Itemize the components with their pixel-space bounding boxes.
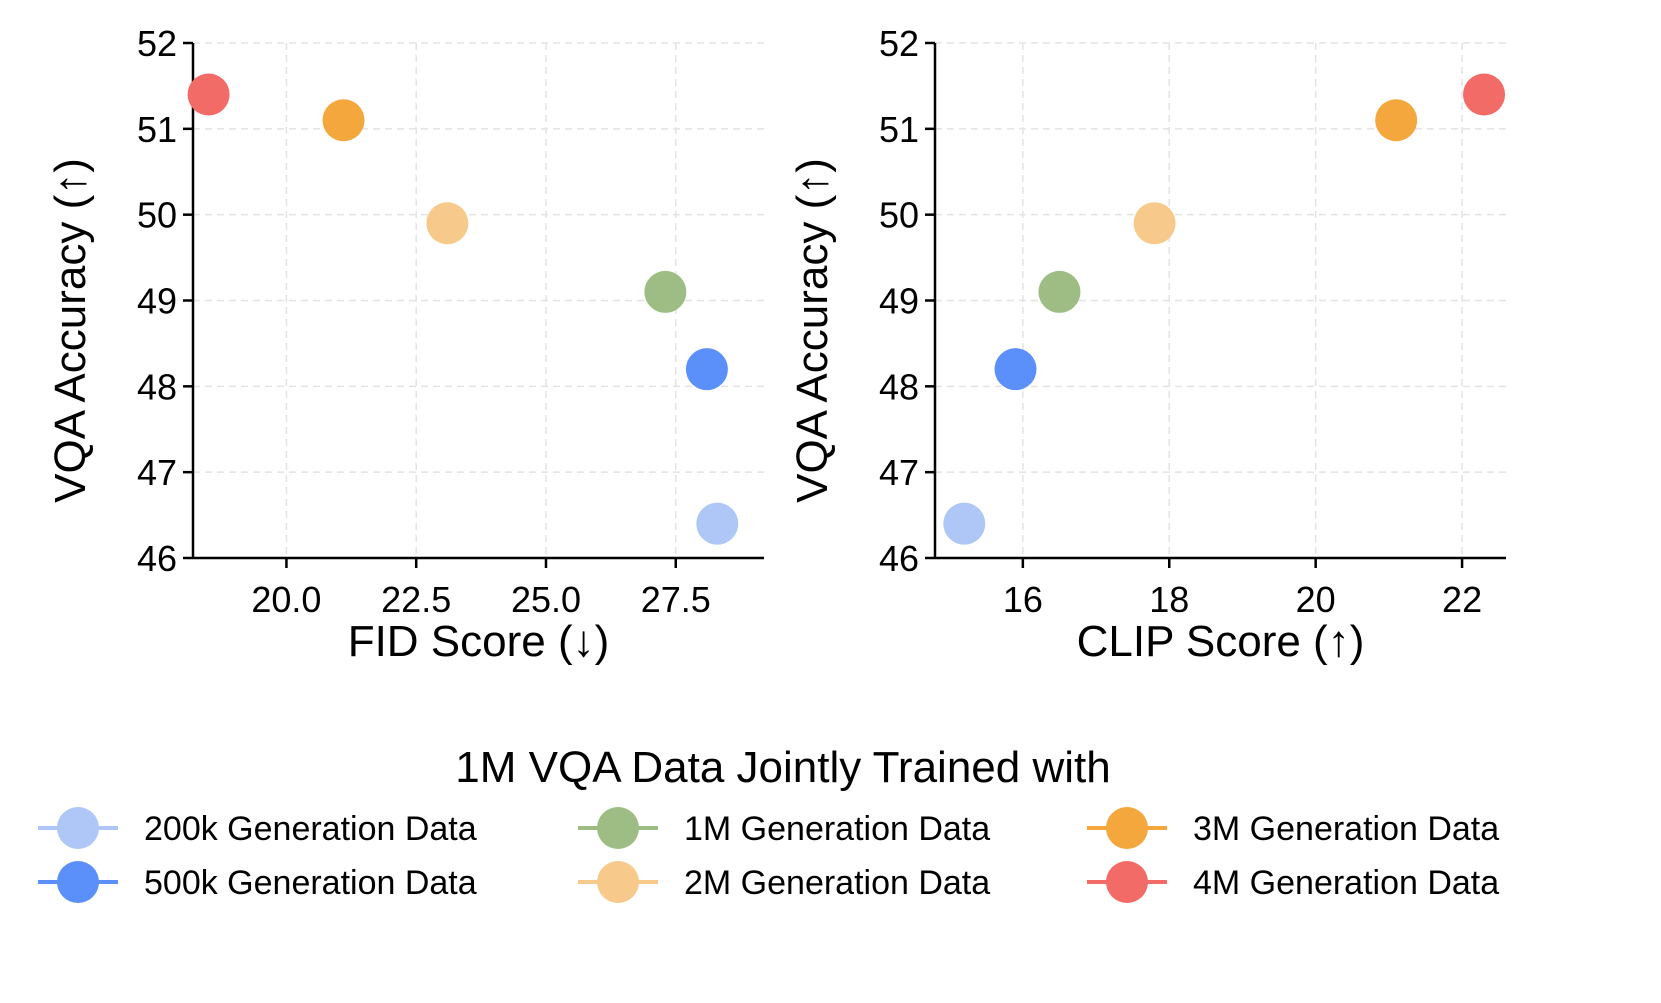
- legend-item: 2M Generation Data: [578, 861, 990, 903]
- legend-label: 3M Generation Data: [1193, 810, 1499, 848]
- x-tick-label: 16: [1003, 579, 1043, 620]
- data-point: [187, 73, 230, 116]
- y-tick-label: 52: [879, 23, 919, 64]
- legend-item: 4M Generation Data: [1087, 861, 1499, 903]
- data-point: [322, 99, 365, 142]
- legend-item: 500k Generation Data: [38, 861, 477, 903]
- legend-label: 1M Generation Data: [684, 810, 990, 848]
- legend-dot-marker: [597, 861, 639, 903]
- legend: 1M VQA Data Jointly Trained with 200k Gen…: [38, 743, 1499, 903]
- y-tick-label: 49: [879, 281, 919, 322]
- legend-label: 200k Generation Data: [144, 810, 477, 848]
- legend-item: 1M Generation Data: [578, 807, 990, 849]
- x-tick-label: 22: [1442, 579, 1482, 620]
- y-tick-label: 51: [879, 109, 919, 150]
- y-tick-label: 46: [137, 538, 177, 579]
- data-point: [1133, 202, 1176, 245]
- legend-dot-marker: [57, 861, 99, 903]
- y-tick-label: 51: [137, 109, 177, 150]
- legend-item: 3M Generation Data: [1087, 807, 1499, 849]
- x-axis-label: CLIP Score (↑): [1077, 617, 1365, 666]
- x-tick-label: 27.5: [641, 579, 711, 620]
- legend-label: 4M Generation Data: [1193, 864, 1499, 902]
- data-point: [644, 270, 687, 313]
- x-tick-label: 20.0: [251, 579, 321, 620]
- data-point: [994, 348, 1037, 391]
- y-tick-label: 48: [137, 366, 177, 407]
- x-tick-label: 20: [1296, 579, 1336, 620]
- legend-dot-marker: [1106, 807, 1148, 849]
- y-tick-label: 52: [137, 23, 177, 64]
- y-tick-label: 47: [879, 452, 919, 493]
- data-point: [1375, 99, 1418, 142]
- data-point: [1463, 73, 1506, 116]
- legend-label: 2M Generation Data: [684, 864, 990, 902]
- y-tick-label: 49: [137, 281, 177, 322]
- x-axis-label: FID Score (↓): [348, 617, 610, 666]
- plot-clip: 46 47 48 49 50 51 52 16 18 20 22 CLIP Score (↑) VQA …: [788, 23, 1506, 666]
- y-tick-label: 46: [879, 538, 919, 579]
- y-tick-label: 47: [137, 452, 177, 493]
- y-tick-label: 48: [879, 366, 919, 407]
- legend-label: 500k Generation Data: [144, 864, 477, 902]
- data-point: [696, 502, 739, 545]
- y-tick-label: 50: [879, 195, 919, 236]
- data-point: [426, 202, 469, 245]
- plot-fid: 46 47 48 49 50 51 52 20.0 22.5 25.0 27.5 FID Score …: [46, 23, 764, 666]
- y-axis-label: VQA Accuracy (↑): [46, 158, 95, 503]
- data-point: [685, 348, 728, 391]
- y-tick-label: 50: [137, 195, 177, 236]
- x-tick-label: 25.0: [511, 579, 581, 620]
- legend-dot-marker: [1106, 861, 1148, 903]
- legend-title: 1M VQA Data Jointly Trained with: [455, 743, 1110, 792]
- y-axis-label: VQA Accuracy (↑): [788, 158, 837, 503]
- legend-dot-marker: [597, 807, 639, 849]
- data-point: [1038, 270, 1081, 313]
- x-tick-label: 18: [1149, 579, 1189, 620]
- data-point: [943, 502, 986, 545]
- legend-dot-marker: [57, 807, 99, 849]
- x-tick-label: 22.5: [381, 579, 451, 620]
- legend-item: 200k Generation Data: [38, 807, 477, 849]
